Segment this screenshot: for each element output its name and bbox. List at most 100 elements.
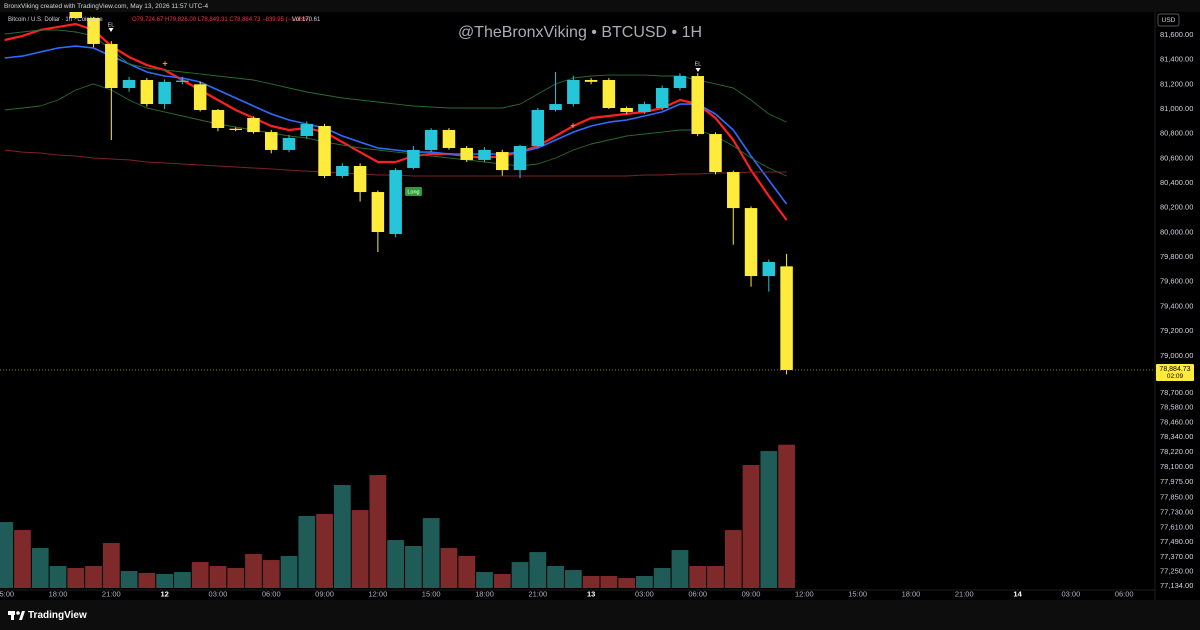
candle-body: [567, 79, 580, 105]
x-tick-label: 18:00: [475, 589, 494, 598]
volume-bar: [245, 553, 262, 588]
volume-line: Vol 170.61: [292, 17, 321, 23]
candle-body: [247, 117, 260, 133]
marker-label: EL: [695, 61, 702, 67]
volume-bar: [227, 568, 245, 588]
y-tick-label: 80,400.00: [1160, 178, 1193, 187]
volume-bar: [493, 573, 511, 588]
y-tick-label: 77,850.00: [1160, 493, 1193, 502]
y-tick-label: 79,000.00: [1160, 351, 1193, 360]
volume-bar: [102, 542, 120, 588]
volume-bar: [422, 518, 440, 588]
volume-bar: [760, 451, 778, 588]
volume-bar: [511, 562, 529, 588]
indicator-line: [4, 45, 788, 205]
candle-body: [638, 104, 651, 112]
marker-arrow: [695, 68, 701, 72]
y-tick-label: 80,800.00: [1160, 129, 1193, 138]
indicator-line: [4, 83, 787, 177]
candle-body: [602, 79, 616, 108]
candle-body: [655, 88, 669, 108]
volume-bar: [547, 565, 564, 588]
countdown: 02:09: [1167, 373, 1184, 380]
y-tick-label: 77,610.00: [1160, 522, 1193, 531]
volume-bar: [298, 516, 316, 588]
y-tick-label: 79,400.00: [1160, 301, 1193, 310]
y-tick-label: 78,700.00: [1160, 388, 1193, 397]
volume-bar: [49, 565, 67, 588]
volume-bar: [582, 575, 600, 588]
y-tick-label: 81,000.00: [1160, 104, 1193, 113]
y-tick-label: 77,250.00: [1160, 567, 1193, 576]
y-tick-label: 78,100.00: [1160, 462, 1193, 471]
cross-marker: +: [162, 58, 167, 68]
candle-body: [442, 129, 456, 148]
candle-body: [478, 149, 491, 160]
candle-body: [158, 81, 171, 105]
volume-bar: [280, 555, 298, 588]
indicator-line: [4, 29, 787, 123]
volume-bar: [600, 575, 618, 588]
volume-bar: [458, 555, 476, 588]
candle-body: [780, 266, 793, 370]
top-bar: [0, 0, 1200, 12]
y-tick-label: 79,200.00: [1160, 326, 1193, 335]
candle-body: [353, 165, 367, 193]
candle-body: [531, 109, 545, 147]
x-tick-label: 03:00: [635, 589, 654, 598]
candle-body: [691, 76, 704, 135]
x-tick-label: 06:00: [688, 589, 707, 598]
plot-area: [0, 12, 795, 588]
x-tick-label: 03:00: [1062, 589, 1081, 598]
y-tick-label: 79,800.00: [1160, 252, 1193, 261]
y-tick-label: 79,600.00: [1160, 277, 1193, 286]
y-tick-label: 80,600.00: [1160, 153, 1193, 162]
volume-bar: [742, 465, 760, 588]
x-tick-label: 21:00: [528, 589, 547, 598]
candle-body: [460, 147, 473, 160]
volume-bar: [778, 444, 795, 588]
x-tick-label: 09:00: [315, 589, 334, 598]
volume-bar: [262, 560, 280, 588]
brand: TradingView: [28, 610, 87, 621]
volume-bar: [671, 550, 689, 588]
ohlc-line: O79,724.67 H79,826.00 L78,849.31 C78,884…: [132, 17, 310, 23]
volume-bar: [724, 530, 742, 588]
volume-bar: [67, 568, 85, 588]
marker-label: EL: [108, 22, 115, 28]
x-tick-label: 18:00: [902, 589, 921, 598]
marker-label: Long: [407, 189, 419, 195]
last-price-label: 78,884.73: [1159, 366, 1190, 373]
x-tick-label: 18:00: [49, 589, 68, 598]
volume-bar: [618, 578, 636, 588]
volume-bar: [156, 573, 174, 588]
indicator-line: [4, 22, 788, 221]
currency[interactable]: USD: [1162, 17, 1176, 24]
y-tick-label: 80,000.00: [1160, 227, 1193, 236]
candle-body: [709, 134, 722, 173]
candle-body: [122, 79, 136, 89]
candle-body: [424, 129, 438, 150]
volume-bar: [31, 548, 49, 588]
candle-body: [140, 79, 154, 105]
y-tick-label: 77,975.00: [1160, 477, 1193, 486]
y-tick-label: 81,600.00: [1160, 30, 1193, 39]
x-tick-label: 15:00: [0, 589, 14, 598]
volume-bar: [564, 570, 582, 588]
y-tick-label: 80,200.00: [1160, 203, 1193, 212]
brand-logo: [8, 611, 25, 620]
currency-box[interactable]: [1157, 13, 1180, 27]
candle-body: [87, 18, 100, 44]
x-tick-label: 15:00: [848, 589, 867, 598]
candle-body: [620, 108, 633, 112]
volume-bar: [191, 562, 209, 588]
candle-body: [673, 76, 687, 89]
volume-bar: [14, 530, 31, 588]
y-tick-label: 78,460.00: [1160, 417, 1193, 426]
x-tick-label: 03:00: [209, 589, 228, 598]
volume-bar: [689, 565, 707, 588]
y-tick-label: 78,580.00: [1160, 403, 1193, 412]
candle-body: [105, 43, 118, 89]
y-tick-label: 77,490.00: [1160, 537, 1193, 546]
x-tick-label: 21:00: [955, 589, 974, 598]
